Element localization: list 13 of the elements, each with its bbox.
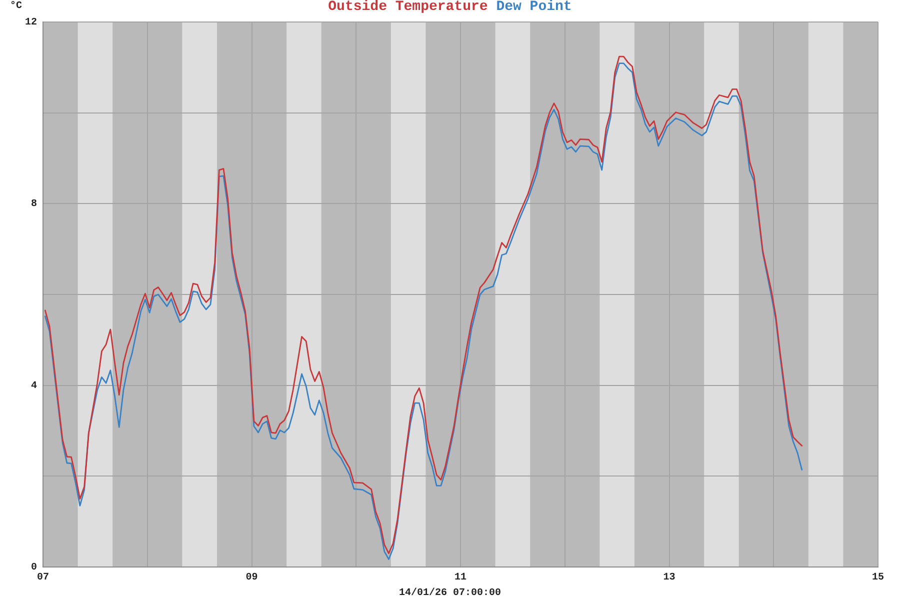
x-tick-label: 13 — [663, 572, 676, 584]
y-tick-label: 4 — [30, 380, 37, 392]
x-tick-label: 09 — [246, 572, 258, 584]
y-tick-label: 0 — [30, 562, 37, 574]
y-tick-label: 8 — [30, 199, 37, 210]
x-tick-label: 15 — [872, 572, 884, 584]
text: Dew Point — [496, 0, 572, 15]
x-axis-title: 14/01/26 07:00:00 — [398, 588, 502, 600]
y-axis-title: °C — [10, 1, 22, 13]
x-tick-label: 07 — [36, 572, 50, 584]
y-tick-label: 12 — [24, 18, 37, 29]
x-tick-label: 11 — [454, 572, 467, 584]
text: Outside Temperature — [328, 0, 488, 15]
